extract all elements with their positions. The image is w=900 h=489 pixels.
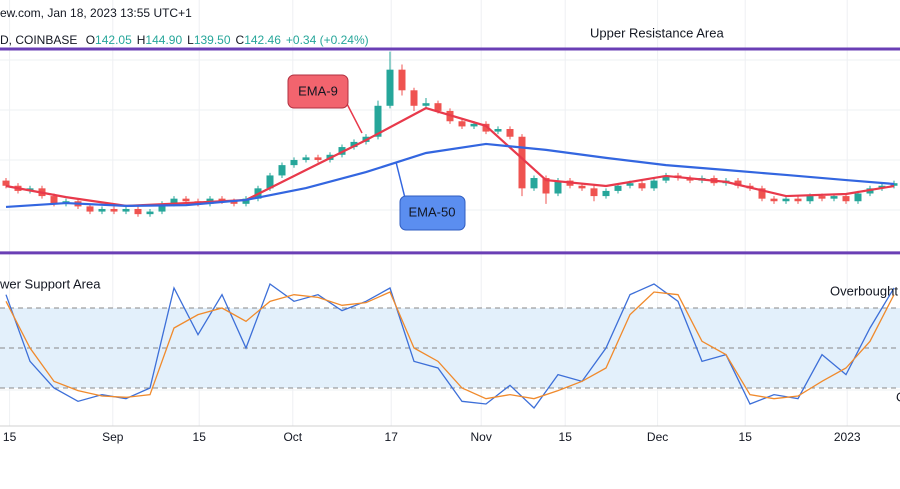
candle-body (890, 183, 898, 186)
candle-body (98, 208, 106, 212)
candle-body (734, 180, 742, 186)
candle-body (830, 196, 838, 199)
callout-pointer (344, 99, 363, 134)
candle-body (818, 196, 826, 199)
annotation: EMA-9 (298, 83, 338, 98)
plot (0, 47, 900, 409)
candle-body (242, 198, 250, 204)
symbol: D, COINBASE (0, 33, 77, 47)
candle-body (578, 185, 586, 189)
candle-body (650, 180, 658, 189)
candle-body (230, 201, 238, 204)
candle-body (854, 193, 862, 202)
annotation: Upper Resistance Area (590, 25, 724, 40)
candle-body (518, 136, 526, 189)
candle-body (314, 157, 322, 160)
x-tick-label: 15 (3, 430, 17, 444)
line (5, 282, 895, 409)
candle-body (506, 129, 514, 137)
candle-body (662, 175, 670, 181)
candle-body (794, 198, 802, 202)
candle-body (758, 188, 766, 199)
x-tick-label: Oct (283, 430, 302, 444)
candle-body (590, 188, 598, 197)
candle-body (218, 198, 226, 202)
candle-body (302, 157, 310, 160)
annotation: EMA-50 (409, 204, 456, 219)
candle-body (602, 190, 610, 197)
callout-box (399, 195, 466, 231)
annotation: O (896, 389, 900, 404)
x-tick-label: Dec (647, 430, 668, 444)
x-tick-label: 15 (193, 430, 207, 444)
candle-body (482, 123, 490, 132)
line (5, 142, 895, 209)
candle-body (398, 69, 406, 91)
candle-body (434, 103, 442, 111)
candle-body (554, 180, 562, 194)
callout-pointer (395, 161, 406, 199)
ohlc-value: 142.05 (95, 33, 132, 47)
candle-body (422, 103, 430, 106)
candle-body (470, 123, 478, 127)
candle-body (410, 90, 418, 106)
candle-body (458, 121, 466, 127)
ohlc-value: 144.90 (145, 33, 182, 47)
candle-body (86, 206, 94, 212)
x-tick-label: 17 (385, 430, 399, 444)
x-tick-label: 2023 (834, 430, 861, 444)
candle-body (374, 105, 382, 137)
candle-body (806, 196, 814, 202)
candle-body (626, 183, 634, 186)
candle-body (638, 183, 646, 189)
candle-body (170, 198, 178, 204)
candle-body (182, 198, 190, 202)
annotation: Overbought (830, 283, 898, 298)
candle-body (530, 178, 538, 189)
ohlc-value: 139.50 (194, 33, 231, 47)
candle-body (494, 129, 502, 132)
candle-body (50, 196, 58, 204)
callouts: EMA-9 EMA-50 (287, 74, 466, 231)
header-source: ew.com, Jan 18, 2023 13:55 UTC+1 (0, 6, 192, 20)
candle-body (266, 175, 274, 189)
x-tick-label: Nov (471, 430, 492, 444)
candle-body (158, 203, 166, 212)
candle-body (782, 198, 790, 202)
x-tick-label: Sep (102, 430, 124, 444)
candle-body (386, 69, 394, 106)
candle-body (542, 178, 550, 194)
candle-body (770, 198, 778, 202)
ohlc-key: H (137, 33, 146, 47)
annotation: wer Support Area (0, 276, 101, 291)
change: +0.34 (+0.24%) (286, 33, 369, 47)
candle-body (842, 196, 850, 202)
candle-body (2, 180, 10, 186)
candle-body (146, 211, 154, 215)
header-quote: D, COINBASE O142.05 H144.90 L139.50 C142.46… (0, 33, 369, 47)
candle-body (134, 208, 142, 215)
x-tick-label: 15 (739, 430, 753, 444)
x-tick-label: 15 (559, 430, 573, 444)
ohlc-key: O (86, 33, 95, 47)
callout-box (287, 74, 349, 109)
candle-body (110, 208, 118, 212)
candle-body (614, 185, 622, 191)
ohlc-key: C (236, 33, 245, 47)
line (5, 291, 895, 400)
candle-body (350, 141, 358, 148)
candle-body (122, 208, 130, 212)
ohlc-value: 142.46 (244, 33, 281, 47)
candle-body (290, 159, 298, 166)
candle-body (278, 165, 286, 176)
ohlc-key: L (187, 33, 194, 47)
